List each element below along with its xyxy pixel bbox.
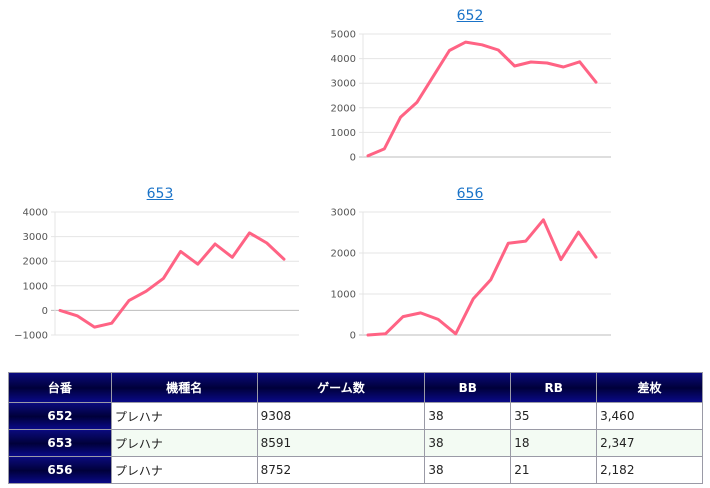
chart-plot-652: 0 1000 2000 3000 4000 5000 xyxy=(331,30,611,164)
chart-title-656[interactable]: 656 xyxy=(456,186,484,202)
cell-machine-number[interactable]: 656 xyxy=(8,456,112,484)
chart-plot-656: 0 1000 2000 3000 xyxy=(331,208,611,342)
y-tick-label: 0 xyxy=(350,331,356,342)
cell-bb: 38 xyxy=(424,402,512,430)
cell-difference: 3,460 xyxy=(596,402,703,430)
cell-bb: 38 xyxy=(424,456,512,484)
header-game-count: ゲーム数 xyxy=(256,372,426,403)
y-tick-label: 5000 xyxy=(331,30,356,41)
series-line xyxy=(366,40,598,158)
cell-game-count: 9308 xyxy=(256,402,426,430)
cell-bb: 38 xyxy=(424,429,512,457)
y-tick-label: 0 xyxy=(350,153,356,164)
table-header-row: 台番 機種名 ゲーム数 BB RB 差枚 xyxy=(8,372,703,403)
chart-title-652[interactable]: 652 xyxy=(456,8,484,24)
chart-653: 653 −1000 0 1000 2000 3000 4000 xyxy=(10,186,310,346)
header-rb: RB xyxy=(510,372,598,403)
y-tick-label: 2000 xyxy=(331,103,356,114)
y-tick-label: −1000 xyxy=(14,331,48,342)
cell-game-count: 8591 xyxy=(256,429,426,457)
machine-table: 台番 機種名 ゲーム数 BB RB 差枚 652 プレハナ 9308 38 35… xyxy=(8,372,703,484)
cell-difference: 2,347 xyxy=(596,429,703,457)
cell-rb: 21 xyxy=(510,456,598,484)
chart-656: 656 0 1000 2000 3000 xyxy=(320,186,620,346)
y-tick-label: 0 xyxy=(42,306,48,317)
y-tick-label: 4000 xyxy=(331,54,356,65)
chart-plot-653: −1000 0 1000 2000 3000 4000 xyxy=(14,208,299,342)
cell-rb: 35 xyxy=(510,402,598,430)
y-tick-label: 3000 xyxy=(331,79,356,90)
cell-rb: 18 xyxy=(510,429,598,457)
series-line xyxy=(58,231,286,329)
header-model-name: 機種名 xyxy=(110,372,258,403)
cell-machine-number[interactable]: 653 xyxy=(8,429,112,457)
header-machine-number: 台番 xyxy=(8,372,112,403)
cell-model-name: プレハナ xyxy=(110,429,258,457)
cell-machine-number[interactable]: 652 xyxy=(8,402,112,430)
cell-model-name: プレハナ xyxy=(110,402,258,430)
y-tick-label: 1000 xyxy=(331,290,356,301)
series-line xyxy=(366,218,598,337)
cell-model-name: プレハナ xyxy=(110,456,258,484)
cell-difference: 2,182 xyxy=(596,456,703,484)
chart-652: 652 0 1000 2000 3000 4000 5000 xyxy=(320,6,620,166)
y-tick-label: 1000 xyxy=(23,281,48,292)
y-tick-label: 4000 xyxy=(23,208,48,219)
cell-game-count: 8752 xyxy=(256,456,426,484)
table-row: 653 プレハナ 8591 38 18 2,347 xyxy=(8,429,703,457)
header-bb: BB xyxy=(424,372,512,403)
y-tick-label: 3000 xyxy=(331,208,356,219)
y-tick-label: 2000 xyxy=(331,249,356,260)
y-tick-label: 2000 xyxy=(23,257,48,268)
table-row: 652 プレハナ 9308 38 35 3,460 xyxy=(8,402,703,430)
table-row: 656 プレハナ 8752 38 21 2,182 xyxy=(8,456,703,484)
y-tick-label: 3000 xyxy=(23,232,48,243)
header-difference: 差枚 xyxy=(596,372,703,403)
y-tick-label: 1000 xyxy=(331,128,356,139)
chart-title-653[interactable]: 653 xyxy=(146,186,174,202)
